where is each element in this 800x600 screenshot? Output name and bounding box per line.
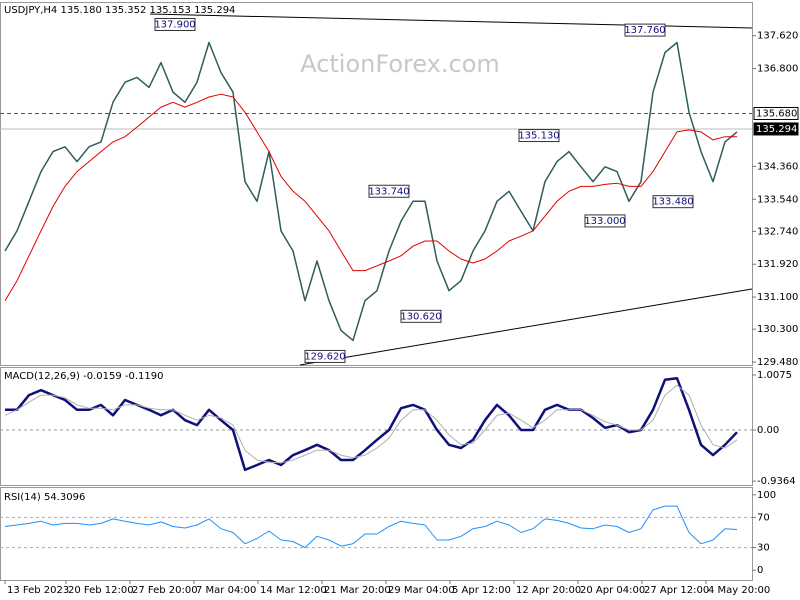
y-tick-label: 129.480 [757, 357, 798, 368]
y-tick-label: 136.800 [757, 64, 798, 75]
annotation-label: 137.760 [624, 25, 665, 36]
y-tick-label: 133.540 [757, 194, 798, 205]
level-label-box [753, 106, 799, 120]
x-tick-label: 20 Apr 04:00 [580, 585, 645, 596]
annotation-box [368, 184, 410, 198]
annotation-box [624, 23, 666, 37]
x-tick-label: 13 Feb 2023 [7, 585, 69, 596]
chart-title: USDJPY,H4 135.180 135.352 135.153 135.29… [4, 5, 235, 16]
annotation-label: 137.900 [154, 19, 195, 30]
annotation-box [304, 349, 346, 363]
y-tick-label: 134.360 [757, 161, 798, 172]
x-tick-label: 12 Apr 20:00 [516, 585, 581, 596]
series-line [4, 41, 738, 342]
series-line [4, 505, 738, 549]
x-tick-label: 27 Apr 12:00 [644, 585, 709, 596]
x-tick-label: 7 Mar 04:00 [196, 585, 256, 596]
y-tick-label: 1.0075 [757, 370, 792, 381]
annotation-label: 133.480 [652, 197, 693, 208]
y-tick-label: 0.00 [757, 425, 779, 436]
y-tick-label: -0.9364 [757, 476, 796, 487]
annotation-box [154, 17, 196, 31]
x-tick-label: 20 Feb 12:00 [68, 585, 134, 596]
y-tick-label: 131.100 [757, 292, 798, 303]
y-tick-label: 132.740 [757, 226, 798, 237]
series-line [5, 376, 738, 472]
x-tick-label: 21 Mar 20:00 [324, 585, 391, 596]
x-tick-label: 5 Apr 12:00 [452, 585, 511, 596]
watermark: ActionForex.com [300, 50, 500, 78]
y-tick-label: 0 [757, 565, 763, 576]
annotation-label: 130.620 [400, 311, 441, 322]
y-tick-label: 131.920 [757, 259, 798, 270]
annotation-label: 133.740 [368, 186, 409, 197]
annotation-label: 135.130 [518, 131, 559, 142]
level-label: 135.294 [756, 124, 797, 135]
x-tick-label: 14 Mar 12:00 [260, 585, 327, 596]
y-tick-label: 70 [757, 512, 770, 523]
y-tick-label: 137.620 [757, 31, 798, 42]
annotation-box [400, 309, 442, 323]
series-line [4, 93, 737, 301]
y-tick-label: 30 [757, 543, 770, 554]
y-tick-label: 100 [757, 490, 776, 501]
price-panel [0, 2, 753, 366]
x-tick-label: 29 Mar 04:00 [388, 585, 455, 596]
trendline [299, 288, 753, 366]
x-tick-label: 27 Feb 20:00 [132, 585, 198, 596]
y-tick-label: 130.300 [757, 324, 798, 335]
macd-title: MACD(12,26,9) -0.0159 -0.1190 [4, 371, 164, 382]
annotation-label: 133.000 [584, 216, 625, 227]
rsi-title: RSI(14) 54.3096 [4, 492, 85, 503]
level-label-box [753, 122, 799, 136]
rsi-panel [0, 487, 753, 581]
annotation-box [584, 214, 626, 228]
macd-panel [0, 367, 753, 486]
x-tick-label: 4 May 20:00 [708, 585, 770, 596]
series-line [4, 384, 738, 464]
level-label: 135.680 [756, 108, 797, 119]
annotation-box [518, 129, 560, 143]
annotation-box [652, 195, 694, 209]
annotation-label: 129.620 [304, 351, 345, 362]
